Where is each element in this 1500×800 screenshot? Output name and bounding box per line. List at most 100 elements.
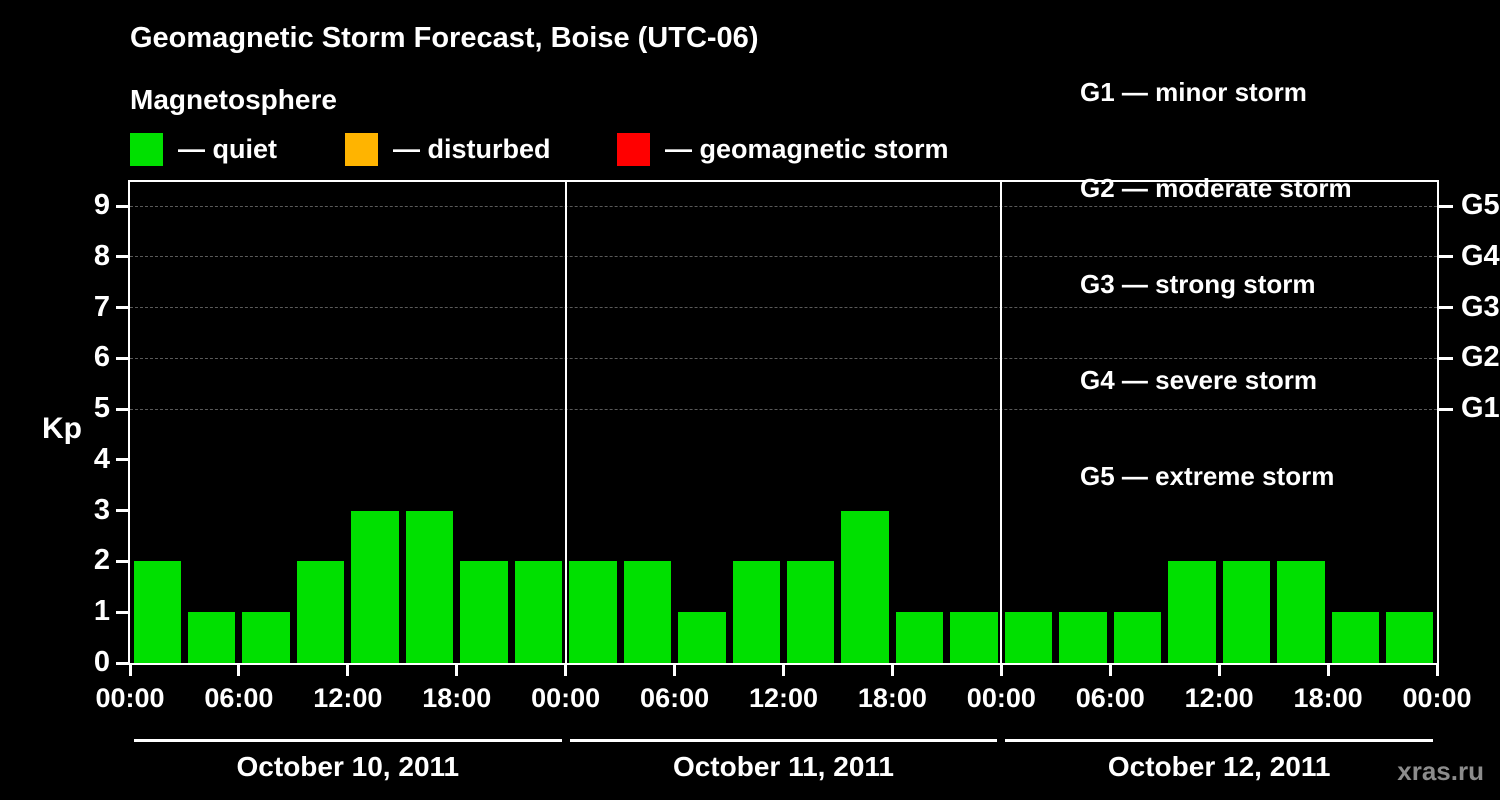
g4-legend-line: G4 — severe storm — [1080, 365, 1318, 395]
x-tick-label: 00:00 — [95, 683, 165, 713]
g1-legend-line: G1 — minor storm — [1080, 77, 1307, 107]
legend-item-storm: — geomagnetic storm — [617, 133, 949, 166]
day-date-label: October 10, 2011 — [236, 751, 460, 782]
y-tick — [116, 306, 130, 310]
day-bracket — [1005, 739, 1433, 742]
g-storm-level-label: G4 — [1461, 239, 1500, 272]
x-tick-label: 18:00 — [1293, 683, 1363, 713]
legend-label-disturbed: — disturbed — [393, 134, 551, 164]
x-tick — [1217, 663, 1221, 676]
g-tick — [1439, 407, 1453, 411]
watermark: xras.ru — [1397, 756, 1484, 786]
x-tick — [999, 663, 1003, 676]
kp-bar — [351, 510, 399, 663]
kp-bar — [787, 561, 835, 663]
g-scale-legend: G1 — minor storm G2 — moderate storm G3 … — [1080, 12, 1352, 556]
y-tick — [116, 559, 130, 563]
kp-bar — [678, 612, 726, 663]
g5-legend-line: G5 — extreme storm — [1080, 461, 1335, 491]
x-tick-label: 00:00 — [531, 683, 601, 713]
y-tick — [116, 610, 130, 614]
kp-bar — [623, 561, 672, 663]
kp-gridline — [130, 205, 1437, 207]
x-tick-label: 12:00 — [1184, 683, 1254, 713]
x-tick-label: 00:00 — [1402, 683, 1472, 713]
day-separator — [1000, 182, 1003, 663]
kp-bar — [405, 510, 454, 663]
kp-bar — [296, 561, 345, 663]
kp-bar — [133, 561, 181, 663]
kp-bar — [950, 612, 998, 663]
kp-bar — [514, 561, 563, 663]
y-tick — [116, 204, 130, 208]
kp-gridline — [130, 408, 1437, 410]
kp-gridline — [130, 357, 1437, 359]
storm-color-swatch — [617, 133, 650, 166]
x-tick — [237, 663, 241, 676]
disturbed-color-swatch — [345, 133, 378, 166]
y-tick-label: 5 — [93, 392, 110, 425]
day-date-label: October 12, 2011 — [1107, 751, 1331, 782]
kp-bar — [1004, 612, 1053, 663]
y-tick — [116, 661, 130, 665]
legend-item-disturbed: — disturbed — [345, 133, 551, 166]
kp-bar — [1113, 612, 1162, 663]
x-tick — [1326, 663, 1330, 676]
g-storm-level-label: G3 — [1461, 290, 1500, 323]
quiet-color-swatch — [130, 133, 163, 166]
x-tick-label: 00:00 — [966, 683, 1036, 713]
kp-bar — [1331, 612, 1380, 663]
y-tick-label: 2 — [93, 544, 110, 577]
g-tick — [1439, 356, 1453, 360]
y-tick-label: 1 — [93, 595, 110, 628]
y-tick-label: 0 — [93, 646, 110, 678]
y-tick-label: 7 — [93, 290, 110, 323]
y-tick — [116, 509, 130, 513]
y-tick-label: 9 — [93, 189, 110, 221]
kp-bar — [242, 612, 290, 663]
y-tick — [116, 407, 130, 411]
y-tick — [116, 255, 130, 259]
kp-bar — [732, 561, 780, 663]
kp-bar — [1059, 612, 1107, 663]
x-tick-label: 18:00 — [857, 683, 927, 713]
day-bracket — [134, 739, 562, 742]
x-tick-label: 06:00 — [1075, 683, 1145, 713]
x-tick — [1435, 663, 1439, 676]
x-tick — [1108, 663, 1112, 676]
x-tick-label: 06:00 — [204, 683, 274, 713]
legend-label-storm: — geomagnetic storm — [665, 134, 949, 164]
kp-gridline — [130, 307, 1437, 309]
kp-bar — [841, 510, 889, 663]
x-tick — [673, 663, 677, 676]
x-tick — [890, 663, 894, 676]
day-date-label: October 11, 2011 — [672, 751, 894, 782]
g-storm-level-label: G1 — [1461, 392, 1500, 425]
x-tick-label: 12:00 — [748, 683, 819, 713]
kp-bar — [1386, 612, 1434, 663]
g3-legend-line: G3 — strong storm — [1080, 269, 1316, 299]
plot-area: 0 1 2 3 4 5 6 7 8 9 G1 G2 G3 G4 G5 00:00 06:00 12:00 18:00… — [94, 180, 1500, 782]
g2-legend-line: G2 — moderate storm — [1080, 173, 1352, 203]
kp-bar — [187, 612, 236, 663]
kp-bar — [460, 561, 508, 663]
y-axis-title: Kp — [42, 412, 82, 445]
kp-bar — [895, 612, 944, 663]
kp-gridline — [130, 256, 1437, 258]
y-tick-label: 8 — [93, 239, 110, 272]
kp-bar — [1277, 561, 1325, 663]
x-tick-label: 18:00 — [422, 683, 492, 713]
day-bracket — [569, 739, 998, 742]
y-tick-label: 4 — [93, 442, 110, 475]
g-tick — [1439, 306, 1453, 310]
g-storm-level-label: G2 — [1461, 341, 1500, 374]
x-tick — [346, 663, 350, 676]
x-tick-label: 12:00 — [313, 683, 383, 713]
x-tick-label: 06:00 — [640, 683, 710, 713]
chart-title: Geomagnetic Storm Forecast, Boise (UTC-0… — [130, 22, 759, 54]
x-tick — [455, 663, 459, 676]
magnetosphere-label: Magnetosphere — [130, 84, 337, 115]
g-tick — [1439, 204, 1453, 208]
kp-bar — [1222, 561, 1271, 663]
